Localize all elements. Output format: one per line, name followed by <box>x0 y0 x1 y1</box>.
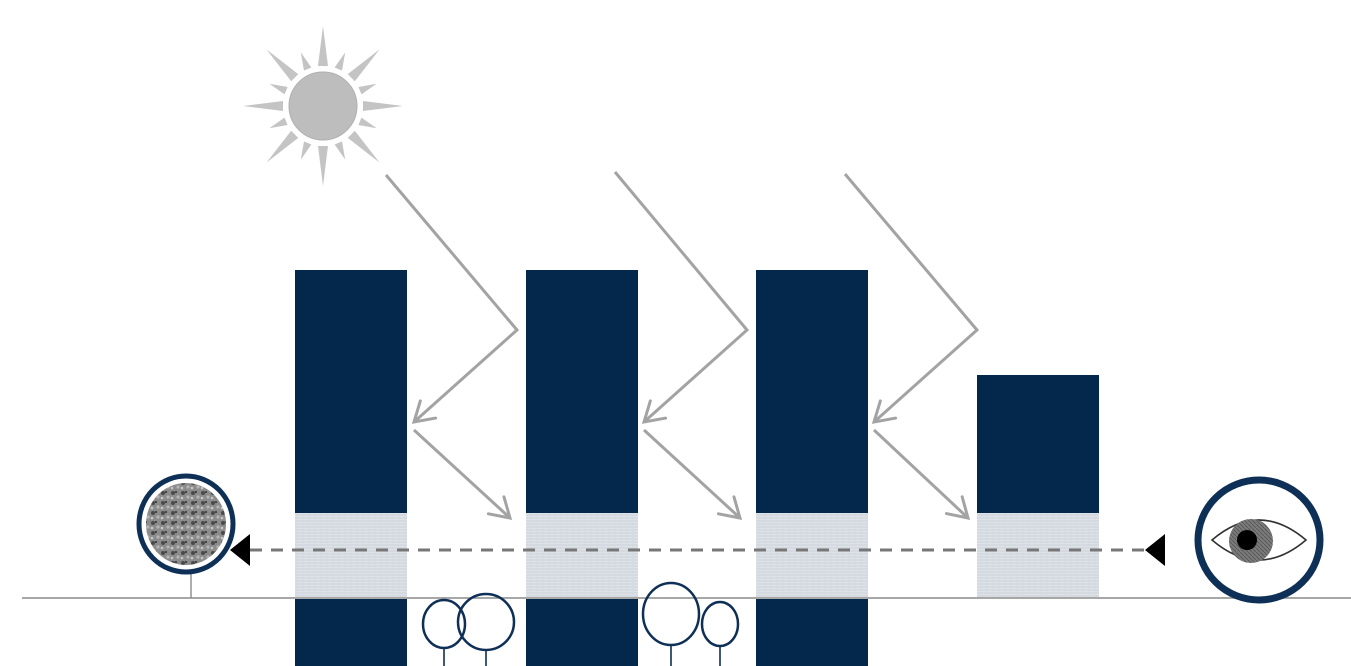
sun-ray <box>243 101 283 111</box>
building-tower <box>977 375 1099 513</box>
incident-ray <box>843 173 980 424</box>
sightline-arrowhead-left <box>230 534 250 566</box>
arrow-head <box>486 495 513 520</box>
glass-podium <box>977 513 1099 597</box>
reflected-ray <box>642 428 742 520</box>
sun-ray <box>318 146 328 186</box>
arrow-head <box>716 495 743 520</box>
rock-fill <box>146 483 226 565</box>
glass-podium <box>756 513 868 597</box>
glass-podium <box>295 513 407 597</box>
tree-crown <box>700 600 740 648</box>
sun-ray <box>300 52 312 71</box>
sun-ray <box>334 141 346 160</box>
building-2 <box>526 270 638 666</box>
building-4 <box>977 375 1099 597</box>
sun-ray <box>358 83 377 95</box>
building-tower <box>295 270 407 513</box>
arrow-head <box>944 495 971 520</box>
sun-ray <box>334 52 346 71</box>
reflected-ray <box>412 428 512 520</box>
tree-crown <box>641 581 701 647</box>
eye-icon <box>1194 476 1324 604</box>
sun-ray <box>347 49 380 82</box>
sun-ray <box>358 117 377 129</box>
sun-disc <box>288 71 358 141</box>
sun-icon <box>243 26 403 186</box>
building-3 <box>756 270 868 666</box>
building-basement <box>756 599 868 666</box>
sun-ray <box>347 130 380 163</box>
sun-ray <box>266 49 299 82</box>
incident-ray <box>384 174 520 424</box>
tree-icon <box>700 600 740 666</box>
building-tower <box>756 270 868 513</box>
buildings-group <box>295 270 1099 666</box>
light-path-3 <box>843 173 980 520</box>
incident-ray <box>613 171 750 424</box>
light-reflection-arrows <box>384 171 980 520</box>
tree-icon <box>456 592 516 666</box>
light-path-2 <box>613 171 750 520</box>
building-basement <box>526 599 638 666</box>
building-basement <box>295 599 407 666</box>
building-tower <box>526 270 638 513</box>
sightline-arrowhead-right <box>1145 534 1165 566</box>
arrow-head <box>641 399 668 424</box>
building-1 <box>295 270 407 666</box>
rock-outline <box>136 473 236 575</box>
sun-ray <box>363 101 403 111</box>
sun-ray <box>269 117 288 129</box>
sun-ray <box>318 26 328 66</box>
sun-ray <box>266 130 299 163</box>
tree-icon <box>421 598 467 666</box>
sun-ray <box>269 83 288 95</box>
light-path-1 <box>384 174 520 520</box>
tree-icon <box>641 581 701 666</box>
reflected-ray <box>872 428 970 520</box>
tree-crown <box>456 592 516 652</box>
arrow-head <box>411 399 438 424</box>
rock-tree-icon <box>136 473 236 598</box>
trees-group <box>421 581 740 666</box>
sun-ray <box>300 141 312 160</box>
eye-pupil <box>1237 530 1257 550</box>
arrow-head <box>871 399 898 424</box>
glass-podium <box>526 513 638 597</box>
sightline-dashed-arrow <box>230 534 1165 566</box>
